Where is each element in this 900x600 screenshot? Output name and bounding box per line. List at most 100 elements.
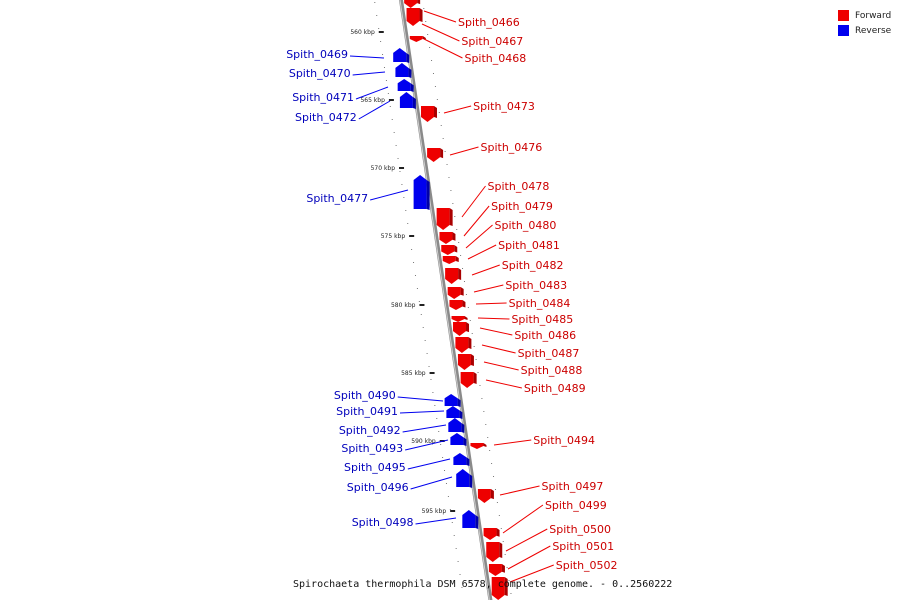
gene-Spith_0500[interactable]: [486, 542, 503, 562]
gene-shape[interactable]: [447, 287, 461, 299]
gene-Spith_0494[interactable]: [470, 443, 487, 449]
gene-Spith_0499[interactable]: [483, 528, 500, 540]
gene-shape[interactable]: [448, 418, 462, 432]
gene-shape[interactable]: [439, 232, 453, 244]
gene-Spith_0471[interactable]: [397, 79, 414, 92]
gene-label-Spith_0494[interactable]: Spith_0494: [533, 434, 595, 447]
gene-label-Spith_0495[interactable]: Spith_0495: [344, 461, 406, 474]
gene-label-Spith_0497[interactable]: Spith_0497: [542, 480, 604, 493]
gene-Spith_0477[interactable]: [413, 175, 430, 210]
gene-shape[interactable]: [451, 316, 465, 322]
gene-label-Spith_0500[interactable]: Spith_0500: [549, 523, 611, 536]
gene-label-Spith_0490[interactable]: Spith_0490: [334, 389, 396, 402]
gene-shape[interactable]: [393, 48, 407, 62]
gene-label-Spith_0493[interactable]: Spith_0493: [341, 442, 403, 455]
gene-label-Spith_0499[interactable]: Spith_0499: [545, 499, 607, 512]
gene-Spith_0492[interactable]: [448, 418, 465, 433]
gene-label-Spith_0476[interactable]: Spith_0476: [481, 141, 543, 154]
gene-shape[interactable]: [406, 8, 420, 26]
gene-shape[interactable]: [456, 469, 470, 487]
gene-Spith_0502[interactable]: [491, 577, 508, 600]
gene-shape[interactable]: [441, 245, 455, 255]
gene-shape[interactable]: [395, 63, 409, 77]
gene-shape[interactable]: [460, 372, 474, 388]
gene-label-Spith_0489[interactable]: Spith_0489: [524, 382, 586, 395]
gene-Spith_0480[interactable]: [441, 245, 458, 255]
gene-Spith_0484[interactable]: [449, 300, 466, 310]
gene-label-Spith_0483[interactable]: Spith_0483: [505, 279, 567, 292]
gene-shape[interactable]: [404, 0, 418, 8]
gene-shape[interactable]: [488, 564, 502, 576]
gene-Spith_0482[interactable]: [445, 268, 462, 284]
gene-label-Spith_0477[interactable]: Spith_0477: [306, 192, 368, 205]
gene-label-Spith_0466[interactable]: Spith_0466: [458, 16, 520, 29]
gene-shape[interactable]: [477, 489, 491, 503]
gene-label-Spith_0488[interactable]: Spith_0488: [521, 364, 583, 377]
gene-Spith_0472[interactable]: [399, 92, 416, 109]
gene-Spith_0496[interactable]: [456, 469, 473, 488]
gene-label-Spith_0501[interactable]: Spith_0501: [552, 540, 614, 553]
gene-shape[interactable]: [420, 106, 434, 122]
gene-shape[interactable]: [445, 268, 459, 284]
gene-Spith_0479[interactable]: [439, 232, 456, 244]
gene-shape[interactable]: [483, 528, 497, 540]
gene-Spith_0469[interactable]: [393, 48, 410, 63]
gene-label-Spith_0487[interactable]: Spith_0487: [518, 347, 580, 360]
gene-label-Spith_0481[interactable]: Spith_0481: [498, 239, 560, 252]
gene-shape[interactable]: [470, 443, 484, 449]
gene-Spith_0483[interactable]: [447, 287, 464, 299]
gene-label-Spith_0491[interactable]: Spith_0491: [336, 405, 398, 418]
gene-label-Spith_0482[interactable]: Spith_0482: [502, 259, 564, 272]
gene-Spith_0486[interactable]: [453, 322, 470, 336]
gene-label-Spith_0470[interactable]: Spith_0470: [289, 67, 351, 80]
gene-Spith_0495[interactable]: [453, 453, 470, 466]
gene-label-Spith_0484[interactable]: Spith_0484: [509, 297, 571, 310]
gene-Spith_0491[interactable]: [446, 406, 463, 419]
gene-shape[interactable]: [427, 148, 441, 162]
gene-shape[interactable]: [444, 394, 458, 406]
gene-label-Spith_0498[interactable]: Spith_0498: [352, 516, 414, 529]
gene-shape[interactable]: [436, 208, 450, 230]
gene-Spith_0501[interactable]: [488, 564, 505, 576]
gene-shape[interactable]: [450, 433, 464, 445]
gene-Spith_0497[interactable]: [477, 489, 494, 503]
gene-label-Spith_0492[interactable]: Spith_0492: [339, 424, 401, 437]
gene-Spith_0493[interactable]: [450, 433, 467, 446]
gene-label-Spith_0469[interactable]: Spith_0469: [286, 48, 348, 61]
gene-label-Spith_0471[interactable]: Spith_0471: [292, 91, 354, 104]
gene-Spith_0487[interactable]: [455, 337, 472, 353]
gene-label-Spith_0502[interactable]: Spith_0502: [556, 559, 618, 572]
gene-Spith_0481[interactable]: [442, 256, 459, 264]
gene-label-Spith_0479[interactable]: Spith_0479: [491, 200, 553, 213]
gene-Spith_0490[interactable]: [444, 394, 461, 407]
gene-Spith_0489[interactable]: [460, 372, 477, 388]
gene-shape[interactable]: [449, 300, 463, 310]
gene-label-Spith_0467[interactable]: Spith_0467: [461, 35, 523, 48]
gene-label-Spith_0485[interactable]: Spith_0485: [511, 313, 573, 326]
gene-Spith_0468[interactable]: [409, 36, 426, 42]
gene-shape[interactable]: [446, 406, 460, 418]
gene-shape[interactable]: [413, 175, 427, 209]
gene-Spith_0470[interactable]: [395, 63, 412, 78]
gene-Spith_0466[interactable]: [404, 0, 421, 8]
gene-shape[interactable]: [462, 510, 476, 528]
gene-Spith_0498[interactable]: [462, 510, 479, 529]
gene-shape[interactable]: [455, 337, 469, 353]
gene-shape[interactable]: [453, 322, 467, 336]
gene-shape[interactable]: [399, 92, 413, 108]
gene-shape[interactable]: [442, 256, 456, 264]
gene-shape[interactable]: [491, 577, 505, 600]
gene-label-Spith_0468[interactable]: Spith_0468: [464, 52, 526, 65]
gene-label-Spith_0480[interactable]: Spith_0480: [495, 219, 557, 232]
gene-shape[interactable]: [457, 354, 471, 370]
gene-Spith_0478[interactable]: [436, 208, 453, 230]
gene-Spith_0476[interactable]: [427, 148, 444, 162]
gene-shape[interactable]: [409, 36, 423, 42]
gene-label-Spith_0496[interactable]: Spith_0496: [347, 481, 409, 494]
gene-shape[interactable]: [397, 79, 411, 91]
gene-label-Spith_0472[interactable]: Spith_0472: [295, 111, 357, 124]
gene-shape[interactable]: [486, 542, 500, 562]
gene-Spith_0467[interactable]: [406, 8, 423, 26]
gene-Spith_0488[interactable]: [457, 354, 474, 370]
gene-shape[interactable]: [453, 453, 467, 465]
